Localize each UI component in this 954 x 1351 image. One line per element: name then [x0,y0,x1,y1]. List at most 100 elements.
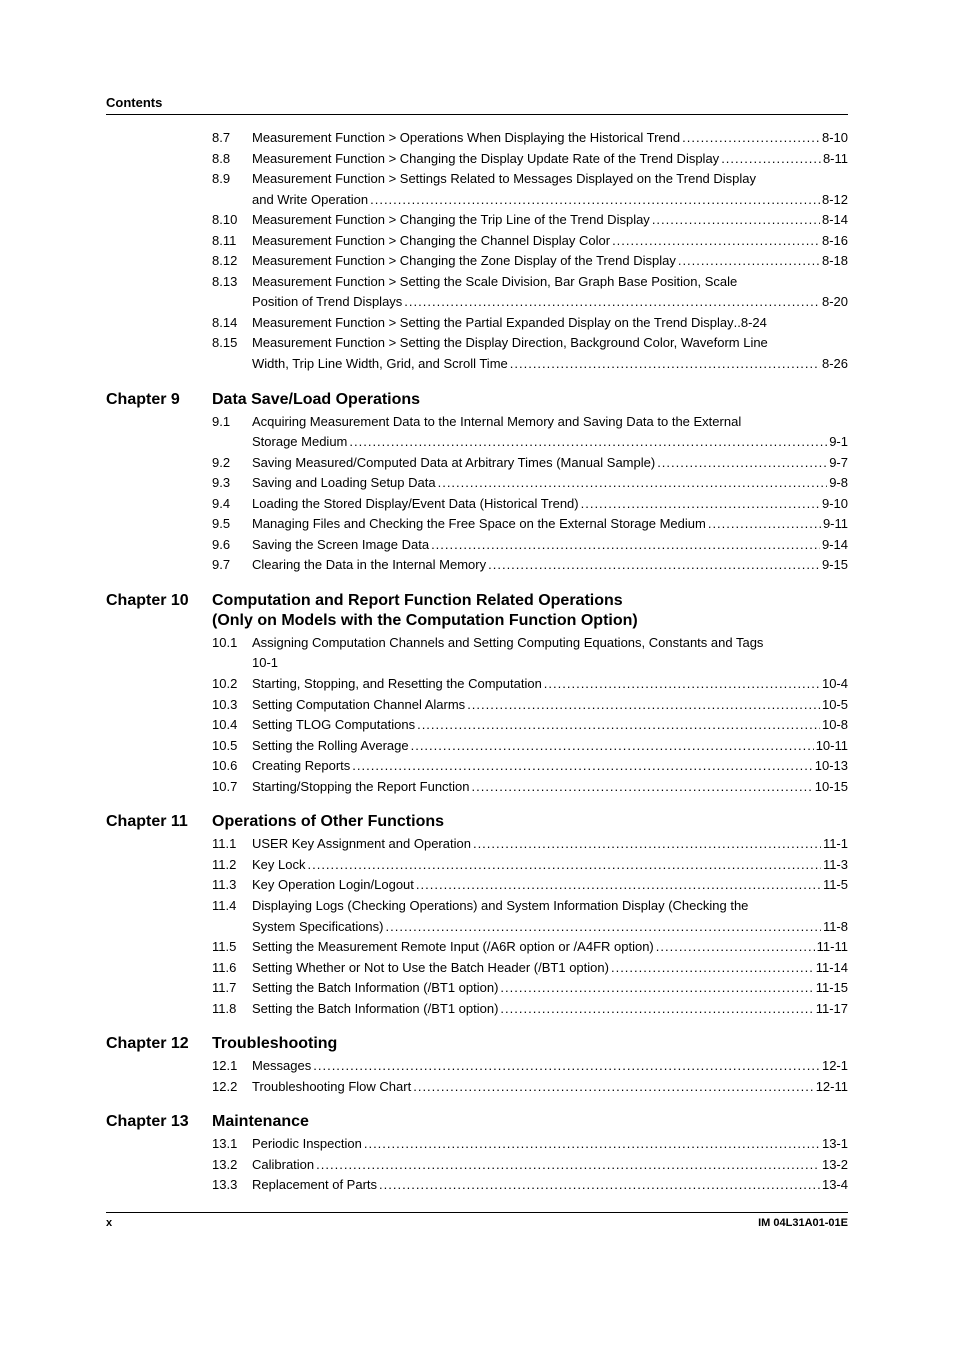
toc-entry: 11.3Key Operation Login/Logout11-5 [106,876,848,894]
chapter-title: Maintenance [212,1113,309,1131]
page-ref: 10-4 [822,675,848,693]
toc-block: Chapter 9Data Save/Load Operations9.1Acq… [106,391,848,574]
section-title-continuation: and Write Operation [252,191,368,209]
page-ref: 10-15 [815,778,848,796]
section-number: 8.7 [212,129,252,147]
section-number: 11.5 [212,938,252,956]
section-number: 10.1 [212,634,252,652]
section-title: Setting the Batch Information (/BT1 opti… [252,1000,498,1018]
section-title: Setting Whether or Not to Use the Batch … [252,959,609,977]
toc-entry-continuation: Position of Trend Displays8-20 [106,293,848,311]
toc-entry: 10.4Setting TLOG Computations10-8 [106,716,848,734]
toc-entry-continuation: System Specifications)11-8 [106,918,848,936]
section-number: 9.1 [212,413,252,431]
section-title: Measurement Function > Setting the Displ… [252,334,768,352]
section-title: Measurement Function > Changing the Disp… [252,150,719,168]
page-ref: 9-11 [823,515,848,533]
toc-entry: 8.12Measurement Function > Changing the … [106,252,848,270]
toc-entry: 11.8Setting the Batch Information (/BT1 … [106,1000,848,1018]
chapter-label: Chapter 10 [106,592,212,610]
page-ref: 8-18 [822,252,848,270]
section-title: Key Operation Login/Logout [252,876,414,894]
section-title: Measurement Function > Setting the Scale… [252,273,737,291]
page-ref: 13-2 [822,1156,848,1174]
leader-dots [364,1135,820,1153]
toc-entry: 8.8Measurement Function > Changing the D… [106,150,848,168]
section-number: 9.4 [212,495,252,513]
section-title: Saving Measured/Computed Data at Arbitra… [252,454,655,472]
section-number: 11.1 [212,835,252,853]
section-number: 8.14 [212,314,252,332]
chapter-title: Computation and Report Function Related … [212,592,623,610]
section-number: 12.2 [212,1078,252,1096]
section-title: Loading the Stored Display/Event Data (H… [252,495,579,513]
toc-entry: 10.7Starting/Stopping the Report Functio… [106,778,848,796]
section-title: USER Key Assignment and Operation [252,835,471,853]
section-number: 10.4 [212,716,252,734]
toc-entry: 11.7Setting the Batch Information (/BT1 … [106,979,848,997]
section-number: 11.2 [212,856,252,874]
leader-dots [500,1000,813,1018]
leader-dots [510,355,820,373]
page-ref: 11-14 [816,959,848,977]
toc-entry-continuation: and Write Operation8-12 [106,191,848,209]
section-number: 9.3 [212,474,252,492]
section-number: 8.9 [212,170,252,188]
toc-container: 8.7Measurement Function > Operations Whe… [106,129,848,1194]
toc-entry: 10.6Creating Reports10-13 [106,757,848,775]
section-number: 10.2 [212,675,252,693]
chapter-label: Chapter 11 [106,813,212,831]
section-number: 12.1 [212,1057,252,1075]
leader-dots [467,696,820,714]
leader-dots [652,211,820,229]
leader-dots [411,737,814,755]
chapter-label: Chapter 13 [106,1113,212,1131]
toc-entry: 10.3Setting Computation Channel Alarms10… [106,696,848,714]
toc-entry: 9.1Acquiring Measurement Data to the Int… [106,413,848,431]
header-rule [106,114,848,115]
section-number: 11.3 [212,876,252,894]
section-title: Troubleshooting Flow Chart [252,1078,411,1096]
chapter-label: Chapter 12 [106,1035,212,1053]
page-ref: 10-5 [822,696,848,714]
leader-dots [313,1057,820,1075]
page-ref: 10-13 [815,757,848,775]
page-ref: 9-15 [822,556,848,574]
chapter-label: Chapter 9 [106,391,212,409]
section-title: Starting/Stopping the Report Function [252,778,470,796]
leader-dots [370,191,820,209]
page-ref: 8-26 [822,355,848,373]
leader-dots [379,1176,820,1194]
section-title: Creating Reports [252,757,350,775]
leader-dots [307,856,820,874]
page-ref: 10-11 [816,737,848,755]
page-ref: 11-15 [816,979,848,997]
toc-entry: 11.6Setting Whether or Not to Use the Ba… [106,959,848,977]
section-title: Setting TLOG Computations [252,716,415,734]
page-ref: 8-11 [823,150,848,168]
toc-entry: 9.6Saving the Screen Image Data9-14 [106,536,848,554]
page-ref: 8-20 [822,293,848,311]
section-number: 11.6 [212,959,252,977]
section-title: Managing Files and Checking the Free Spa… [252,515,706,533]
section-number: 9.6 [212,536,252,554]
page-ref: 13-4 [822,1176,848,1194]
page-ref: 11-1 [823,835,848,853]
toc-block: Chapter 11Operations of Other Functions 1… [106,813,848,1017]
chapter-heading: Chapter 10Computation and Report Functio… [106,592,848,610]
section-title: Measurement Function > Setting the Parti… [252,314,734,332]
chapter-heading: Chapter 11Operations of Other Functions [106,813,848,831]
footer: x IM 04L31A01-01E [106,1212,848,1229]
leader-dots [581,495,820,513]
leader-dots [657,454,827,472]
leader-dots [544,675,820,693]
section-title-continuation: Storage Medium [252,433,347,451]
toc-entry: 11.4Displaying Logs (Checking Operations… [106,897,848,915]
leader-dots [488,556,820,574]
toc-entry: 8.11Measurement Function > Changing the … [106,232,848,250]
section-title: Setting the Rolling Average [252,737,409,755]
section-title: Acquiring Measurement Data to the Intern… [252,413,741,431]
section-title-continuation: Width, Trip Line Width, Grid, and Scroll… [252,355,508,373]
page-ref: 12-1 [822,1057,848,1075]
toc-entry: 11.2Key Lock11-3 [106,856,848,874]
